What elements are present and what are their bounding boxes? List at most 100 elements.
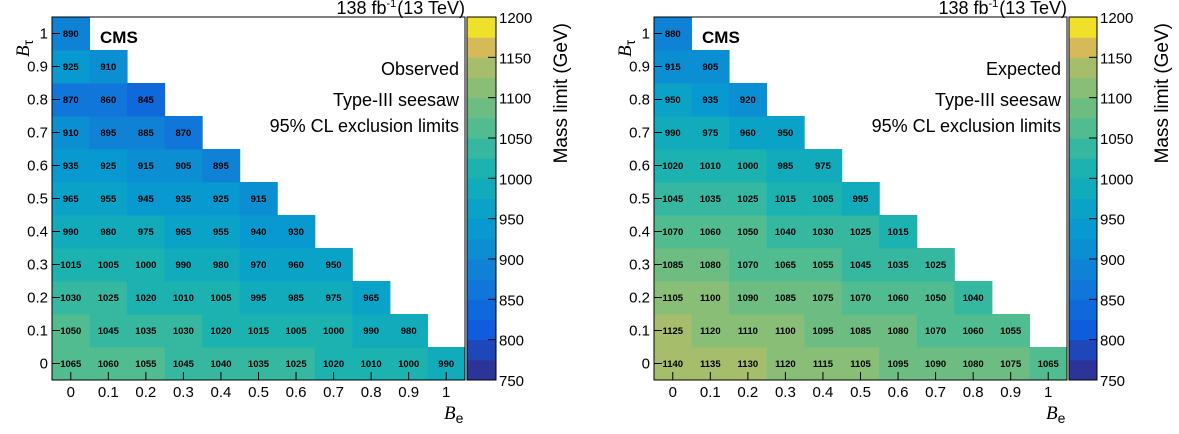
y-tick-label: 0.5	[27, 191, 48, 208]
y-axis-title: Bτ	[615, 39, 638, 57]
cell-value-label: 905	[175, 161, 192, 172]
y-tick-label: 0	[40, 356, 48, 373]
y-tick-label: 0.3	[629, 257, 650, 274]
colorbar-tick-label: 1200	[1100, 10, 1133, 27]
colorbar-tick-label: 750	[499, 373, 524, 390]
colorbar-band	[1069, 359, 1097, 381]
heatmap-cell	[954, 314, 993, 348]
annotation-text: 95% CL exclusion limits	[872, 116, 1061, 136]
lumi-energy: (13 TeV)	[397, 0, 465, 18]
colorbar-tick-label: 950	[1100, 212, 1125, 229]
cell-value-label: 935	[63, 161, 80, 172]
y-axis-title: Bτ	[13, 39, 36, 57]
y-axis: 0 0.1 0.2 0.3 0.4 0.5 0.6 0.7 0.8 0.9 1	[27, 26, 60, 373]
cell-value-label: 920	[740, 95, 756, 106]
cell-value-label: 990	[175, 260, 191, 271]
cell-value-label: 1070	[662, 227, 683, 238]
cell-value-label: 1080	[700, 260, 721, 271]
heatmap-cell	[164, 281, 203, 315]
y-tick-label: 0.1	[629, 323, 650, 340]
heatmap-cell	[841, 215, 880, 249]
heatmap-cell	[127, 215, 166, 249]
colorbar-title: Mass limit (GeV)	[1152, 23, 1173, 163]
heatmap-cell	[314, 248, 353, 282]
x-tick-label: 1	[1044, 384, 1052, 401]
x-tick-label: 0.4	[211, 384, 232, 401]
colorbar-band	[467, 77, 496, 99]
heatmap-cell	[691, 281, 730, 315]
colorbar-band	[1069, 97, 1097, 119]
x-tick-label: 0.2	[135, 384, 156, 401]
heatmap-cell	[766, 248, 805, 282]
colorbar-band	[467, 339, 496, 361]
heatmap-cell	[127, 314, 166, 348]
cell-value-label: 1020	[323, 359, 344, 370]
heatmap-cell	[89, 314, 128, 348]
colorbar-tick-label: 1050	[1100, 131, 1133, 148]
cell-value-label: 1025	[850, 227, 872, 238]
colorbar-tick-label: 1000	[1100, 171, 1133, 188]
cell-value-label: 985	[288, 293, 305, 304]
cell-value-label: 1040	[963, 293, 984, 304]
heatmap-cell	[691, 314, 730, 348]
x-tick-label: 0.5	[248, 384, 269, 401]
lumi-exponent: -1	[989, 0, 999, 10]
heatmap-cell	[766, 215, 805, 249]
annotation-text: 95% CL exclusion limits	[270, 116, 459, 136]
heatmap-cell	[729, 116, 768, 150]
x-tick-label: 0.5	[850, 384, 871, 401]
colorbar-band	[467, 198, 496, 220]
colorbar-band	[467, 17, 496, 38]
colorbar-band	[1069, 37, 1097, 58]
cell-value-label: 1070	[737, 260, 758, 271]
cell-value-label: 1025	[925, 260, 947, 271]
heatmap-cell	[804, 281, 843, 315]
colorbar-tick-label: 1100	[499, 91, 531, 108]
colorbar-band	[1069, 117, 1097, 139]
colorbar-frame	[1068, 16, 1098, 381]
colorbar-frame	[466, 16, 497, 381]
heatmap-cell	[766, 281, 805, 315]
heatmap-cell	[239, 281, 278, 315]
lumi-unit: fb	[974, 0, 989, 18]
cell-value-label: 910	[100, 62, 116, 73]
cell-value-label: 910	[63, 128, 79, 139]
annotation-text: Observed	[381, 59, 459, 79]
y-tick-label: 0.2	[629, 290, 650, 307]
cell-value-label: 1065	[775, 260, 797, 271]
cell-value-label: 1025	[737, 194, 759, 205]
y-tick-label: 0.9	[629, 59, 650, 76]
cell-value-label: 925	[63, 62, 80, 73]
colorbar-band	[467, 138, 496, 159]
x-tick-label: 0.3	[775, 384, 796, 401]
cell-value-label: 940	[251, 227, 267, 238]
colorbar-band	[467, 57, 496, 78]
y-axis-symbol: B	[615, 45, 636, 57]
heatmap-cell	[841, 248, 880, 282]
x-axis-title: Be	[444, 403, 464, 426]
heatmap-cell	[954, 281, 993, 315]
cell-value-label: 1100	[775, 326, 796, 337]
cell-value-label: 1000	[398, 359, 419, 370]
cell-value-label: 1035	[700, 194, 722, 205]
colorbar-tick-label: 850	[499, 292, 524, 309]
x-tick-label: 0.4	[813, 384, 834, 401]
heatmap-cell	[691, 50, 730, 84]
cell-value-label: 990	[665, 128, 681, 139]
heatmap-cell	[804, 215, 843, 249]
cell-value-label: 885	[138, 128, 155, 139]
x-axis-symbol: B	[444, 403, 456, 424]
heatmap-cell	[127, 116, 166, 150]
x-tick-label: 0.9	[398, 384, 419, 401]
cell-value-label: 990	[438, 359, 454, 370]
colorbar-tick-label: 1000	[499, 171, 532, 188]
heatmap-cell	[89, 215, 128, 249]
cms-label: CMS	[100, 28, 138, 47]
cell-value-label: 980	[100, 227, 116, 238]
heatmap-cell	[127, 83, 166, 117]
colorbar-band	[467, 178, 496, 199]
colorbar-band	[1069, 57, 1097, 78]
cell-value-label: 1030	[173, 326, 194, 337]
cell-value-label: 1060	[887, 293, 908, 304]
heatmap-cell	[691, 215, 730, 249]
